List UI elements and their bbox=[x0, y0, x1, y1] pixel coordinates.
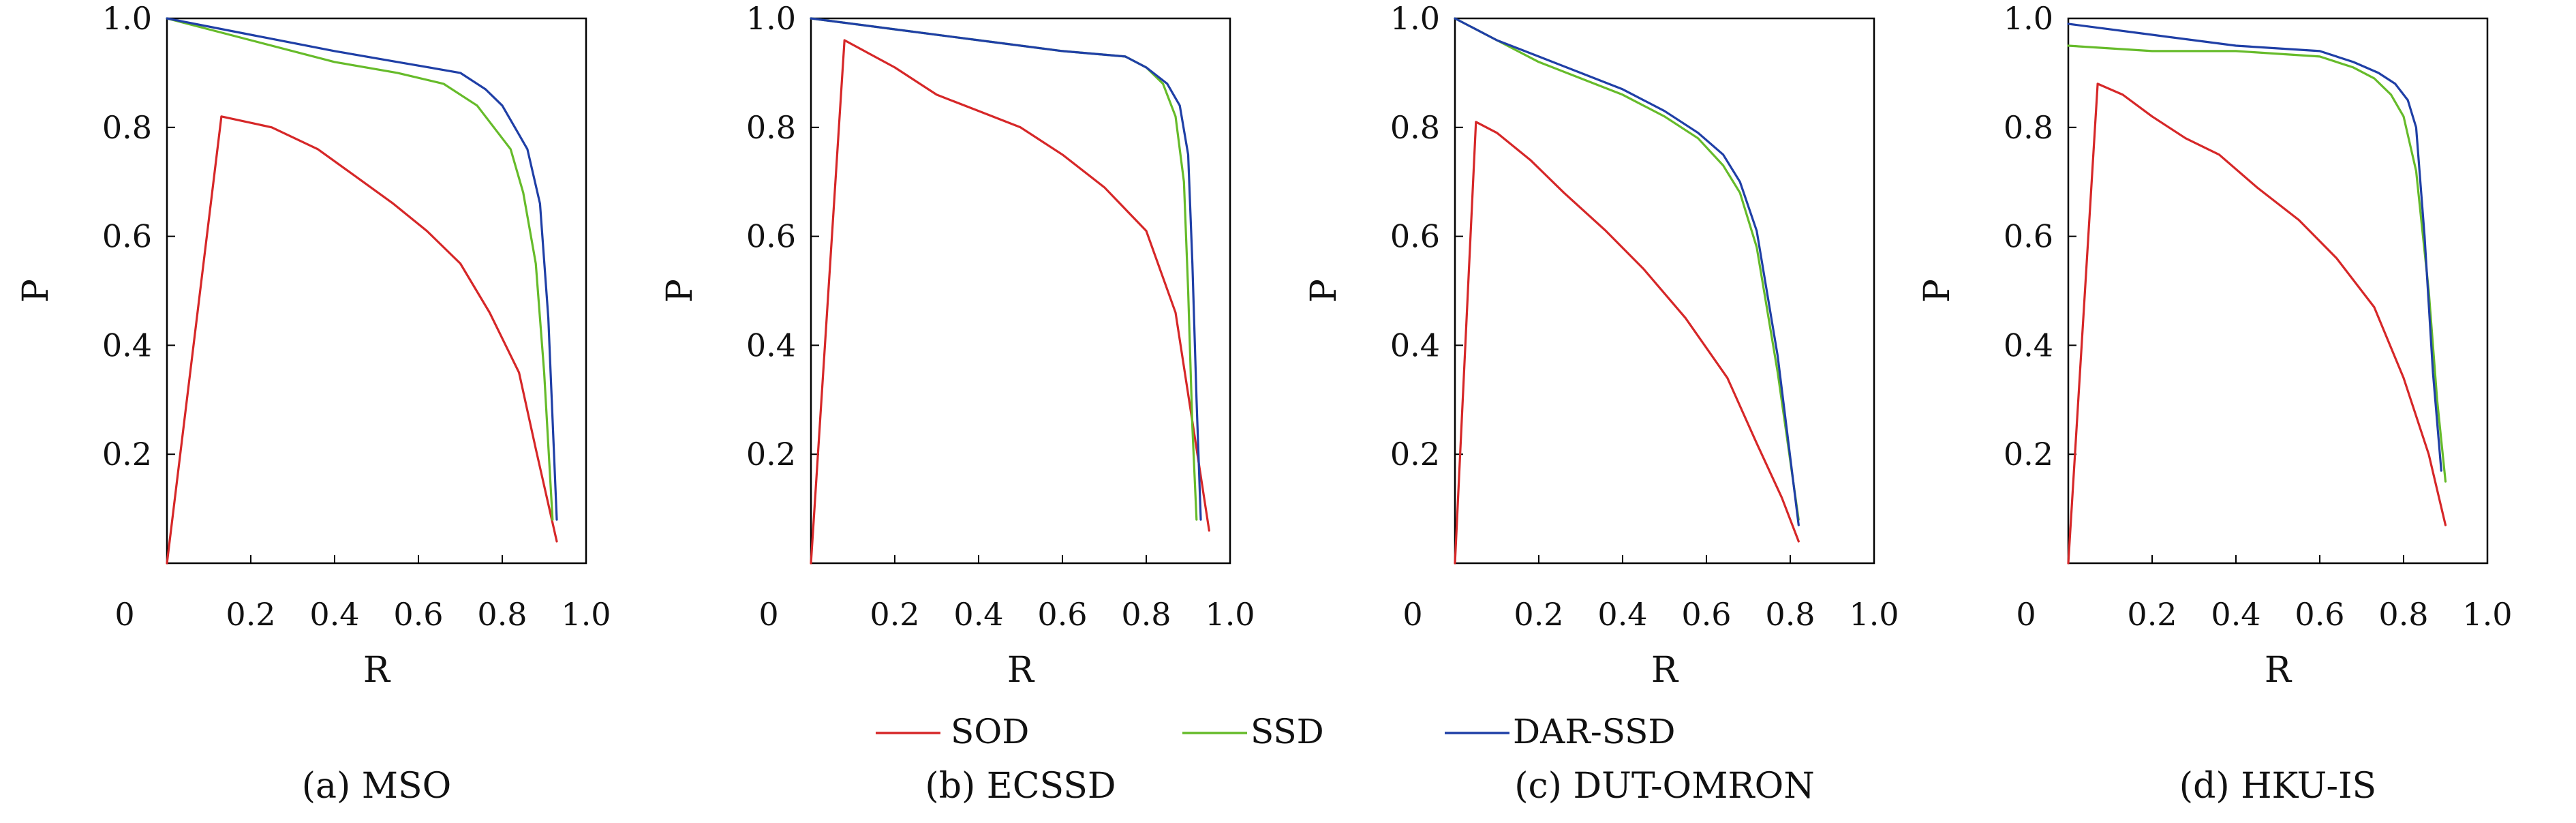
y-tick-label: 0.6 bbox=[746, 218, 796, 255]
x-tick-label: 0.4 bbox=[953, 596, 1003, 633]
x-tick-label: 1.0 bbox=[1205, 596, 1255, 633]
x-tick-label: 0.6 bbox=[2295, 596, 2344, 633]
x-tick-label: 0 bbox=[1402, 596, 1422, 633]
panel-caption: (d) HKU-IS bbox=[2179, 766, 2376, 807]
x-axis-label: R bbox=[1651, 650, 1679, 691]
legend-label: SOD bbox=[951, 712, 1029, 751]
chart-panel: 0.2 0.4 0.6 0.8 1.0 0 0.2 0.4 0.6 0.8 1.0 R P (a) MSO bbox=[16, 0, 611, 807]
x-tick-label: 1.0 bbox=[2462, 596, 2512, 633]
series-line-ssd bbox=[2067, 44, 2447, 483]
x-tick-label: 0 bbox=[2016, 596, 2036, 633]
series-line-dar-ssd bbox=[810, 17, 1202, 521]
plot-frame bbox=[2067, 17, 2489, 565]
x-tick-label: 0.6 bbox=[393, 596, 443, 633]
y-tick-label: 0.8 bbox=[2004, 109, 2053, 146]
x-tick-label: 0.2 bbox=[1514, 596, 1563, 633]
y-tick-label: 0.2 bbox=[1390, 436, 1440, 473]
series-line-dar-ssd bbox=[1454, 17, 1800, 526]
x-tick-label: 0 bbox=[758, 596, 778, 633]
y-tick-label: 0.8 bbox=[746, 109, 796, 146]
legend-label: SSD bbox=[1251, 712, 1324, 751]
y-tick-label: 0.4 bbox=[746, 327, 796, 363]
plot-frame bbox=[166, 17, 587, 565]
y-tick-label: 0.2 bbox=[2004, 436, 2053, 473]
plot-frame bbox=[810, 17, 1231, 565]
chart-panel: 0.2 0.4 0.6 0.8 1.0 0 0.2 0.4 0.6 0.8 1.0 R P (b) ECS… bbox=[660, 0, 1255, 807]
y-tick-label: 0.4 bbox=[102, 327, 152, 363]
x-tick-label: 0.8 bbox=[477, 596, 527, 633]
x-tick-label: 1.0 bbox=[561, 596, 611, 633]
y-tick-label: 0.8 bbox=[1390, 109, 1440, 146]
x-tick-label: 0.6 bbox=[1037, 596, 1087, 633]
series-line-sod bbox=[810, 39, 1210, 565]
x-tick-label: 1.0 bbox=[1849, 596, 1899, 633]
x-tick-label: 0.6 bbox=[1681, 596, 1731, 633]
series-line-ssd bbox=[1454, 17, 1800, 521]
y-tick-label: 1.0 bbox=[102, 0, 152, 37]
series-line-sod bbox=[2067, 83, 2447, 565]
y-axis-label: P bbox=[16, 279, 57, 303]
x-axis-label: R bbox=[1007, 650, 1035, 691]
y-tick-label: 0.6 bbox=[102, 218, 152, 255]
series-line-dar-ssd bbox=[166, 17, 558, 521]
y-tick-label: 0.6 bbox=[2004, 218, 2053, 255]
x-tick-label: 0.8 bbox=[2378, 596, 2428, 633]
legend: SOD SSD DAR-SSD bbox=[876, 712, 1675, 751]
series-line-sod bbox=[1454, 121, 1800, 565]
y-tick-label: 0.2 bbox=[746, 436, 796, 473]
series-line-sod bbox=[166, 115, 558, 565]
y-axis-label: P bbox=[1917, 279, 1958, 303]
x-axis-label: R bbox=[2265, 650, 2293, 691]
y-axis-label: P bbox=[1304, 279, 1345, 303]
y-tick-label: 0.2 bbox=[102, 436, 152, 473]
x-tick-label: 0 bbox=[114, 596, 134, 633]
y-tick-label: 1.0 bbox=[1390, 0, 1440, 37]
legend-label: DAR-SSD bbox=[1513, 712, 1675, 751]
series-line-ssd bbox=[166, 17, 554, 521]
x-axis-label: R bbox=[363, 650, 391, 691]
y-axis-label: P bbox=[660, 279, 701, 303]
chart-panel: 0.2 0.4 0.6 0.8 1.0 0 0.2 0.4 0.6 0.8 1.0 R P (c) DUT… bbox=[1304, 0, 1899, 807]
x-tick-label: 0.8 bbox=[1765, 596, 1815, 633]
panel-caption: (b) ECSSD bbox=[925, 766, 1116, 807]
y-tick-label: 0.8 bbox=[102, 109, 152, 146]
chart-panel: 0.2 0.4 0.6 0.8 1.0 0 0.2 0.4 0.6 0.8 1.0 R P (d) HKU… bbox=[1917, 0, 2513, 807]
panel-caption: (a) MSO bbox=[302, 766, 452, 807]
panel-caption: (c) DUT-OMRON bbox=[1514, 766, 1814, 807]
y-tick-label: 1.0 bbox=[2004, 0, 2053, 37]
x-tick-label: 0.4 bbox=[2211, 596, 2260, 633]
x-tick-label: 0.2 bbox=[870, 596, 919, 633]
x-tick-label: 0.4 bbox=[309, 596, 359, 633]
y-tick-label: 0.4 bbox=[1390, 327, 1440, 363]
x-tick-label: 0.2 bbox=[2127, 596, 2177, 633]
series-line-ssd bbox=[810, 17, 1198, 521]
plot-frame bbox=[1454, 17, 1875, 565]
x-tick-label: 0.2 bbox=[226, 596, 275, 633]
y-tick-label: 0.4 bbox=[2004, 327, 2053, 363]
y-tick-label: 0.6 bbox=[1390, 218, 1440, 255]
x-tick-label: 0.8 bbox=[1121, 596, 1171, 633]
y-tick-label: 1.0 bbox=[746, 0, 796, 37]
series-line-dar-ssd bbox=[2067, 23, 2442, 472]
x-tick-label: 0.4 bbox=[1597, 596, 1647, 633]
